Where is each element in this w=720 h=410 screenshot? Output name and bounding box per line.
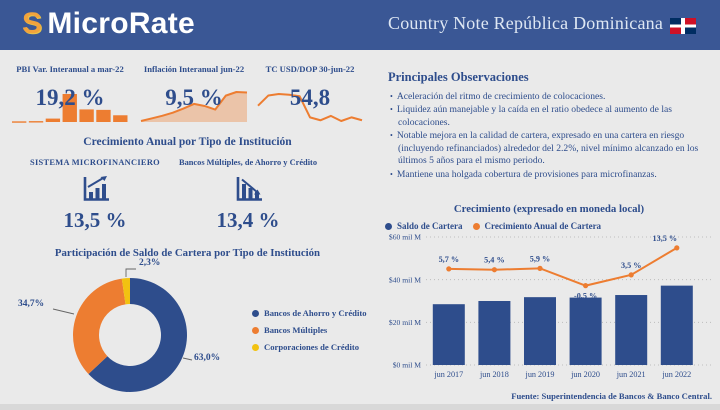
- svg-text:5,7 %: 5,7 %: [439, 255, 459, 264]
- observation-item: Aceleración del ritmo de crecimiento de …: [390, 91, 720, 103]
- legend-dot-crecimiento: [472, 222, 480, 230]
- svg-text:5,9 %: 5,9 %: [530, 254, 550, 263]
- page-title: Country Note República Dominicana: [388, 13, 664, 33]
- svg-text:jun 2019: jun 2019: [525, 370, 555, 379]
- legend-label-multiples: Bancos Múltiples: [264, 325, 328, 335]
- portfolio-donut-chart: [73, 278, 187, 392]
- observation-item: Notable mejora en la calidad de cartera,…: [390, 130, 720, 167]
- kpi-inflacion-value: 9,5 %: [165, 85, 223, 110]
- svg-text:-0,5 %: -0,5 %: [574, 292, 597, 301]
- svg-text:5,4 %: 5,4 %: [484, 256, 504, 265]
- kpi-pbi-value: 19,2 %: [35, 85, 105, 110]
- microrate-logo: S MicroRate: [22, 7, 195, 41]
- legend-item-ahorro: Bancos de Ahorro y Crédito: [252, 308, 367, 318]
- svg-text:jun 2017: jun 2017: [433, 370, 463, 379]
- kpi-inflacion-label: Inflación Interanual jun-22: [143, 64, 245, 74]
- svg-text:jun 2021: jun 2021: [616, 370, 646, 379]
- brand-name: MicroRate: [47, 7, 196, 40]
- kpi-pbi-label: PBI Var. Interanual a mar-22: [16, 64, 124, 74]
- portfolio-growth-chart: $0 mil M $20 mil M $40 mil M $60 mil M jun 2…: [389, 233, 712, 379]
- pbi-bar-sparkline: [12, 94, 128, 123]
- svg-text:jun 2022: jun 2022: [661, 370, 691, 379]
- bar-chart-up-icon: [83, 176, 109, 201]
- legend-item-crecimiento: Crecimiento Anual de Cartera: [472, 221, 602, 231]
- kpi-card-tc: TC USD/DOP 30-jun-22 54,8: [254, 64, 366, 126]
- svg-text:$20 mil M: $20 mil M: [389, 318, 421, 327]
- dominican-republic-flag-icon: [670, 18, 696, 34]
- donut-legend: Bancos de Ahorro y Crédito Bancos Múltip…: [252, 308, 367, 359]
- source-note: Fuente: Superintendencia de Bancos & Ban…: [511, 391, 712, 401]
- legend-label-crecimiento: Crecimiento Anual de Cartera: [484, 221, 602, 231]
- legend-label-ahorro: Bancos de Ahorro y Crédito: [264, 308, 367, 318]
- legend-dot-yellow: [252, 343, 259, 351]
- bottom-band: [0, 404, 720, 410]
- growth-stat-bancos: Bancos Múltiples, de Ahorro y Crédito 13…: [168, 158, 328, 233]
- growth-bancos-value: 13,4 %: [216, 208, 280, 232]
- header-bar: S MicroRate Country Note República Domini…: [0, 0, 720, 50]
- kpi-tc-value: 54,8: [289, 85, 331, 110]
- growth-chart-legend: Saldo de Cartera Crecimiento Anual de Ca…: [385, 221, 601, 231]
- svg-text:$60 mil M: $60 mil M: [389, 233, 421, 242]
- svg-text:jun 2020: jun 2020: [570, 370, 600, 379]
- donut-label-multiples: 34,7%: [18, 299, 45, 309]
- legend-label-saldo: Saldo de Cartera: [397, 221, 463, 231]
- growth-section-title: Crecimiento Anual por Tipo de Institució…: [83, 136, 292, 148]
- tc-line-sparkline: [257, 93, 363, 122]
- donut-label-corporaciones: 2,3%: [139, 258, 161, 268]
- participation-chart-title: Participación de Saldo de Cartera por Ti…: [54, 247, 321, 259]
- legend-label-corporaciones: Corporaciones de Crédito: [264, 342, 359, 352]
- growth-sistema-label: SISTEMA MICROFINANCIERO: [30, 158, 160, 167]
- svg-text:$40 mil M: $40 mil M: [389, 275, 421, 284]
- growth-stat-sistema: SISTEMA MICROFINANCIERO 13,5 %: [20, 158, 170, 233]
- svg-text:3,5 %: 3,5 %: [621, 261, 641, 270]
- legend-dot-orange: [252, 326, 259, 334]
- observations-title: Principales Observaciones: [388, 70, 529, 84]
- growth-bancos-label: Bancos Múltiples, de Ahorro y Crédito: [178, 158, 318, 167]
- legend-dot-blue: [252, 309, 259, 317]
- growth-sistema-value: 13,5 %: [63, 208, 127, 232]
- observation-item: Mantiene una holgada cobertura de provis…: [390, 169, 720, 181]
- kpi-card-pbi: PBI Var. Interanual a mar-22 19,2 %: [8, 64, 132, 126]
- kpi-card-inflacion: Inflación Interanual jun-22 9,5 %: [136, 64, 252, 126]
- observations-list: Aceleración del ritmo de crecimiento de …: [390, 91, 720, 182]
- logo-s-icon: S: [22, 7, 43, 40]
- bar-chart-down-icon: [236, 177, 262, 201]
- inflacion-area-sparkline: [140, 91, 248, 122]
- observation-item: Liquidez aún manejable y la caída en el …: [390, 104, 720, 129]
- kpi-tc-label: TC USD/DOP 30-jun-22: [265, 64, 355, 74]
- svg-text:13,5 %: 13,5 %: [653, 234, 678, 243]
- svg-text:jun 2018: jun 2018: [479, 370, 509, 379]
- growth-chart-title: Crecimiento (expresado en moneda local): [453, 203, 645, 215]
- legend-item-saldo: Saldo de Cartera: [385, 221, 463, 231]
- donut-leader-lines: [52, 268, 193, 361]
- svg-text:$0 mil M: $0 mil M: [393, 361, 422, 370]
- legend-item-multiples: Bancos Múltiples: [252, 325, 367, 335]
- donut-label-ahorro: 63,0%: [194, 353, 221, 363]
- legend-item-corporaciones: Corporaciones de Crédito: [252, 342, 367, 352]
- legend-dot-saldo: [385, 222, 392, 230]
